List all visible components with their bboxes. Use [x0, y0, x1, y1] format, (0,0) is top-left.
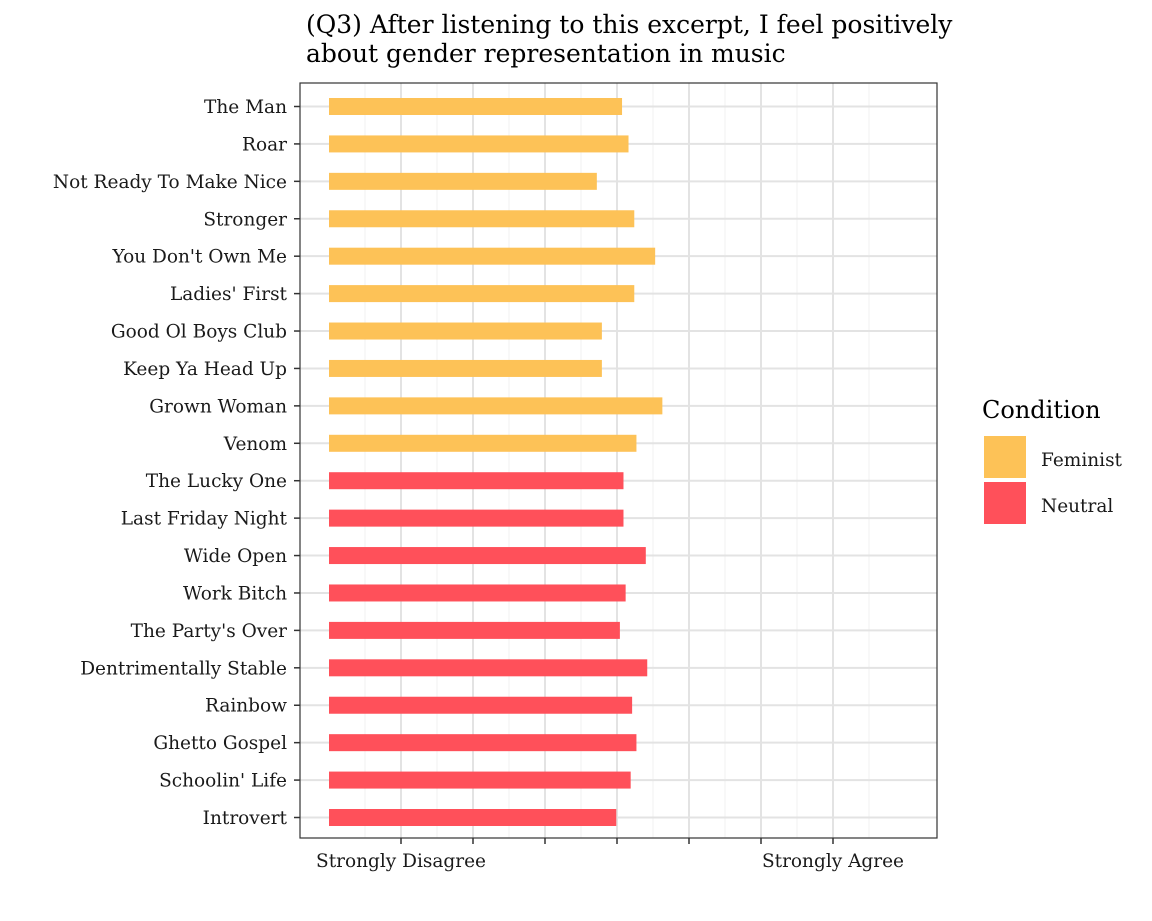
bar: [329, 98, 623, 115]
y-tick-label: You Don't Own Me: [111, 247, 287, 268]
y-tick-label: Not Ready To Make Nice: [53, 172, 287, 193]
y-axis: The Man Roar Not Ready To Make Nice Stronge…: [53, 97, 300, 829]
grid-lines: [300, 83, 937, 838]
legend-swatch-feminist: [984, 436, 1026, 478]
bars: [329, 98, 663, 826]
bar: [329, 285, 635, 303]
bar: [329, 696, 633, 714]
bar: [329, 322, 602, 340]
y-tick-label: Stronger: [203, 209, 287, 230]
y-tick-label: Good Ol Boys Club: [111, 322, 287, 343]
bar: [329, 584, 626, 602]
bar: [329, 359, 602, 377]
bar: [329, 247, 656, 265]
bar: [329, 397, 663, 415]
y-tick-label: Last Friday Night: [121, 509, 288, 530]
chart-title-line-1: (Q3) After listening to this excerpt, I …: [306, 10, 953, 39]
y-tick-label: The Party's Over: [131, 621, 287, 642]
x-tick-label: Strongly Agree: [762, 851, 904, 872]
y-tick-label: Keep Ya Head Up: [123, 359, 287, 380]
y-tick-label: The Lucky One: [146, 471, 287, 492]
bar: [329, 547, 646, 565]
bar: [329, 210, 635, 228]
y-tick-label: Wide Open: [184, 546, 287, 567]
y-tick-label: Ladies' First: [170, 284, 288, 305]
bar: [329, 771, 631, 789]
x-tick-label: Strongly Disagree: [316, 851, 486, 872]
y-tick-label: Ghetto Gospel: [153, 733, 287, 754]
y-tick-label: Dentrimentally Stable: [80, 658, 287, 679]
y-tick-label: Introvert: [203, 808, 288, 829]
bar: [329, 472, 624, 490]
y-tick-label: Roar: [242, 134, 287, 155]
y-tick-label: Work Bitch: [183, 583, 287, 604]
plot-background: [300, 83, 937, 838]
y-tick-label: Venom: [223, 434, 288, 455]
y-tick-label: Schoolin' Life: [159, 771, 287, 792]
plot-panel-border: [299, 82, 938, 839]
legend-swatch-neutral: [984, 482, 1026, 524]
bar: [329, 621, 620, 639]
bar: [329, 434, 637, 452]
legend: Condition Feminist Neutral: [982, 396, 1123, 524]
bar: [329, 809, 617, 826]
bar: [329, 135, 629, 153]
y-tick-label: The Man: [204, 97, 287, 118]
bar: [329, 659, 648, 677]
chart-title-line-2: about gender representation in music: [306, 39, 786, 68]
y-tick-label: Grown Woman: [149, 396, 287, 417]
bar: [329, 509, 624, 527]
legend-label-feminist: Feminist: [1041, 450, 1123, 471]
bar: [329, 734, 637, 752]
y-tick-label: Rainbow: [205, 696, 287, 717]
bar: [329, 172, 597, 190]
legend-title: Condition: [982, 396, 1101, 424]
x-axis: Strongly Disagree Strongly Agree: [316, 838, 904, 872]
legend-label-neutral: Neutral: [1041, 496, 1113, 517]
